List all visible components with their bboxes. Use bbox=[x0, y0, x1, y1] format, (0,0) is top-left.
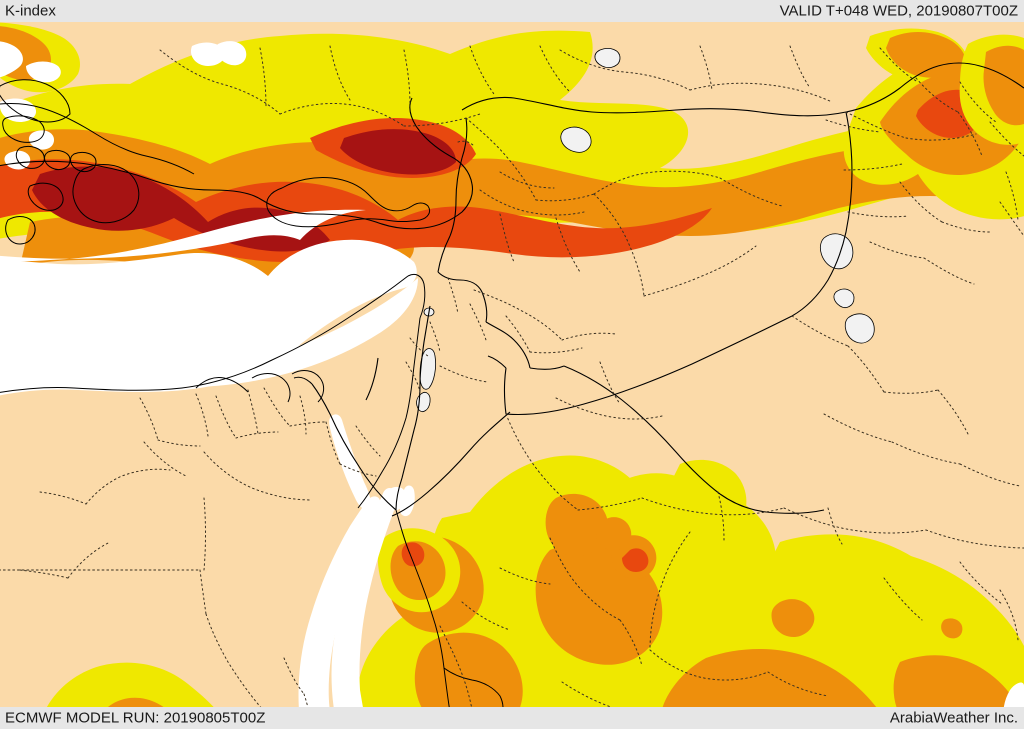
sea-bodies bbox=[0, 41, 418, 396]
red-sea bbox=[298, 414, 415, 707]
map-viewport[interactable] bbox=[0, 22, 1024, 707]
subnational-borders bbox=[0, 45, 1024, 707]
persian-gulf bbox=[1003, 682, 1024, 707]
contour-band-iran-ne bbox=[959, 34, 1024, 145]
model-run-label: ECMWF MODEL RUN: 20190805T00Z bbox=[5, 709, 266, 727]
header-bar: K-index VALID T+048 WED, 20190807T00Z bbox=[0, 0, 1024, 22]
valid-time-label: VALID T+048 WED, 20190807T00Z bbox=[779, 2, 1018, 20]
footer-bar: ECMWF MODEL RUN: 20190805T00Z ArabiaWeat… bbox=[0, 707, 1024, 729]
contour-band-small-orange-patches bbox=[596, 517, 963, 639]
contour-band-hejaz bbox=[377, 528, 461, 613]
weather-contour-map[interactable] bbox=[0, 22, 1024, 707]
lakes bbox=[416, 48, 875, 412]
coastlines-and-borders bbox=[0, 62, 1024, 707]
contour-band-sw bbox=[46, 662, 214, 707]
page-title: K-index bbox=[5, 2, 56, 20]
provider-label: ArabiaWeather Inc. bbox=[889, 709, 1018, 727]
